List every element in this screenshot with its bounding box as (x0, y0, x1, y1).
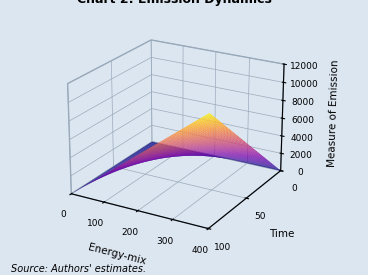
Y-axis label: Time: Time (269, 229, 294, 239)
X-axis label: Energy-mix: Energy-mix (86, 242, 146, 266)
Text: Source: Authors' estimates.: Source: Authors' estimates. (11, 264, 146, 274)
Title: Chart 2: Emission Dynamics: Chart 2: Emission Dynamics (77, 0, 272, 6)
